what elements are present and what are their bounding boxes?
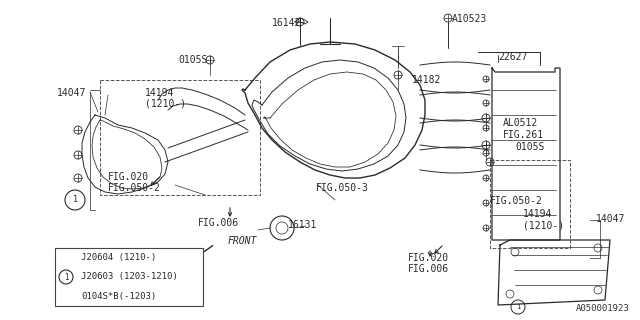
Text: 14194: 14194 [523,209,552,219]
Text: J20604 (1210-): J20604 (1210-) [81,253,156,262]
Text: 0104S*B(-1203): 0104S*B(-1203) [81,292,156,301]
Text: FIG.020: FIG.020 [408,253,449,263]
Text: 14047: 14047 [596,214,625,224]
Text: 22627: 22627 [498,52,527,62]
Text: (1210-): (1210-) [523,220,564,230]
Text: 14047: 14047 [57,88,86,98]
Text: 1: 1 [64,273,68,282]
Text: FIG.261: FIG.261 [503,130,544,140]
Text: 1: 1 [72,196,77,204]
Text: FIG.050-2: FIG.050-2 [108,183,161,193]
Text: 16142: 16142 [272,18,301,28]
Bar [55,248,203,306]
Text: 0105S: 0105S [178,55,207,65]
Text: J20603 (1203-1210): J20603 (1203-1210) [81,273,178,282]
Text: FRONT: FRONT [228,236,257,246]
Text: 14182: 14182 [412,75,442,85]
Text: FIG.050-2: FIG.050-2 [490,196,543,206]
Text: FIG.006: FIG.006 [408,264,449,274]
Text: FIG.020: FIG.020 [108,172,149,182]
Text: 1: 1 [516,304,520,310]
Text: FIG.050-3: FIG.050-3 [316,183,369,193]
Text: A10523: A10523 [452,14,487,24]
Text: 14194: 14194 [145,88,174,98]
Text: 0105S: 0105S [515,142,545,152]
Text: 16131: 16131 [288,220,317,230]
Text: A050001923: A050001923 [576,304,630,313]
Text: FIG.006: FIG.006 [198,218,239,228]
Text: AL0512: AL0512 [503,118,538,128]
Text: (1210-): (1210-) [145,99,186,109]
